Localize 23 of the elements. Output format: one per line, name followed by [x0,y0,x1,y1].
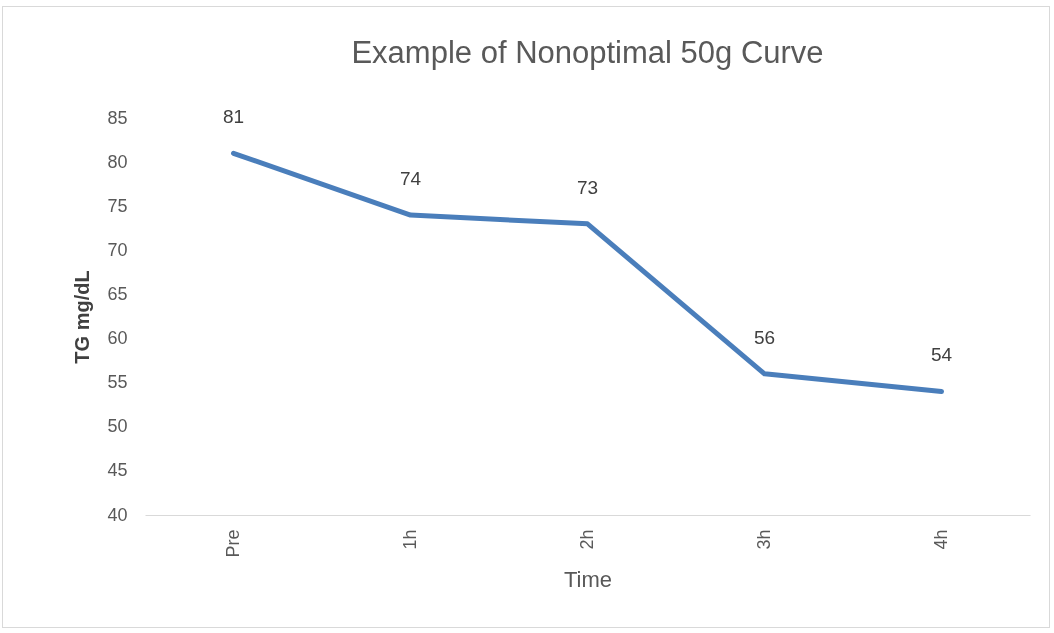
y-tick-label: 40 [107,504,128,525]
y-tick-label: 85 [107,107,128,128]
chart-title: Example of Nonoptimal 50g Curve [351,35,824,71]
x-tick-label: 1h [400,529,420,550]
x-tick-label: 2h [577,529,597,550]
y-tick-label: 65 [107,283,128,304]
x-tick-label: 3h [754,529,774,550]
y-tick-label: 60 [107,328,128,349]
y-axis-title: TG mg/dL [71,270,94,364]
x-axis-title: Time [563,566,613,592]
data-label: 56 [753,326,776,348]
x-tick-label: Pre [223,529,243,558]
data-label: 74 [399,168,422,190]
y-tick-label: 50 [107,416,128,437]
x-tick-label: 4h [931,529,951,550]
y-tick-label: 75 [107,195,128,216]
y-tick-label: 45 [107,460,128,481]
y-tick-label: 80 [107,151,128,172]
y-tick-label: 55 [107,372,128,393]
data-label: 54 [930,344,953,366]
data-label: 73 [576,176,599,198]
y-tick-label: 70 [107,239,128,260]
data-label: 81 [222,106,245,128]
